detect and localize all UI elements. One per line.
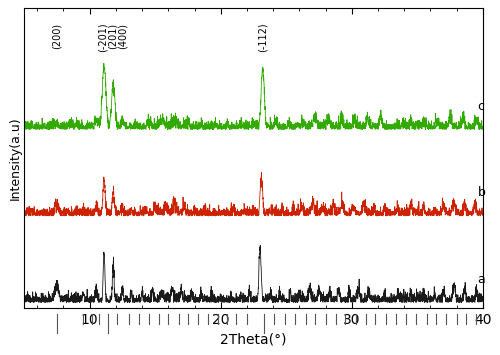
Text: b: b bbox=[478, 186, 486, 200]
Text: a: a bbox=[478, 273, 486, 286]
Text: (-112): (-112) bbox=[258, 23, 268, 53]
Text: (400): (400) bbox=[118, 23, 128, 49]
Text: c: c bbox=[478, 100, 484, 113]
Text: (200): (200) bbox=[52, 23, 62, 49]
Text: (201): (201) bbox=[108, 23, 118, 49]
X-axis label: 2Theta(°): 2Theta(°) bbox=[220, 333, 287, 347]
Text: (-201): (-201) bbox=[98, 23, 108, 53]
Y-axis label: Intensity(a.u): Intensity(a.u) bbox=[8, 116, 22, 200]
